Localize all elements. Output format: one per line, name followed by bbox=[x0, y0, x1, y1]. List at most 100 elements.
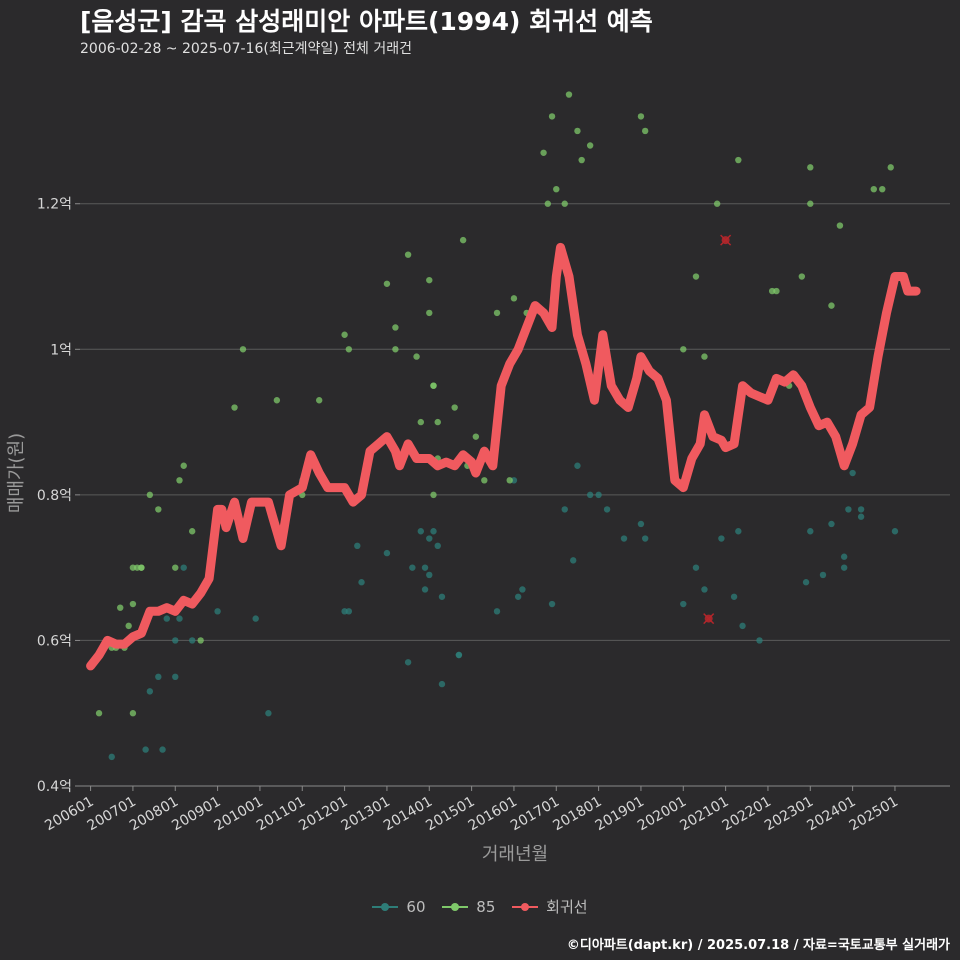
point-85[interactable] bbox=[155, 506, 162, 513]
point-60[interactable] bbox=[730, 593, 738, 600]
point-85[interactable] bbox=[548, 113, 556, 120]
point-85[interactable] bbox=[807, 164, 814, 171]
point-85[interactable] bbox=[188, 528, 196, 535]
point-85[interactable] bbox=[146, 491, 154, 499]
point-60[interactable] bbox=[188, 637, 196, 644]
point-60[interactable] bbox=[845, 506, 852, 513]
point-60[interactable] bbox=[358, 579, 365, 586]
point-60[interactable] bbox=[570, 557, 577, 564]
point-85[interactable] bbox=[176, 477, 183, 484]
point-60[interactable] bbox=[421, 586, 429, 593]
point-85[interactable] bbox=[426, 276, 433, 284]
point-60[interactable] bbox=[739, 622, 746, 630]
point-60[interactable] bbox=[438, 680, 446, 688]
point-60[interactable] bbox=[214, 608, 221, 615]
point-85[interactable] bbox=[870, 185, 877, 193]
point-85[interactable] bbox=[95, 710, 103, 717]
point-85[interactable] bbox=[735, 156, 742, 164]
point-60[interactable] bbox=[620, 535, 628, 542]
point-60[interactable] bbox=[409, 564, 416, 571]
point-85[interactable] bbox=[544, 200, 552, 207]
point-60[interactable] bbox=[172, 637, 179, 644]
point-85[interactable] bbox=[828, 302, 835, 309]
point-85[interactable] bbox=[553, 185, 560, 193]
point-60[interactable] bbox=[857, 506, 865, 513]
point-60[interactable] bbox=[493, 608, 501, 615]
point-60[interactable] bbox=[548, 600, 556, 608]
point-85[interactable] bbox=[701, 353, 708, 360]
point-60[interactable] bbox=[692, 564, 700, 571]
point-85[interactable] bbox=[231, 404, 238, 411]
point-85[interactable] bbox=[451, 404, 458, 411]
point-60[interactable] bbox=[514, 593, 522, 600]
point-85[interactable] bbox=[459, 236, 467, 244]
point-85[interactable] bbox=[341, 331, 348, 338]
point-60[interactable] bbox=[586, 491, 594, 499]
point-60[interactable] bbox=[840, 553, 848, 560]
point-60[interactable] bbox=[574, 462, 581, 469]
point-85[interactable] bbox=[345, 346, 353, 353]
point-60[interactable] bbox=[561, 506, 568, 513]
point-60[interactable] bbox=[637, 520, 645, 528]
point-60[interactable] bbox=[680, 600, 687, 608]
point-85[interactable] bbox=[637, 113, 645, 120]
point-60[interactable] bbox=[354, 542, 361, 550]
point-60[interactable] bbox=[142, 746, 149, 753]
point-60[interactable] bbox=[807, 528, 814, 535]
legend-item-60[interactable]: 60 bbox=[372, 898, 426, 916]
point-60[interactable] bbox=[155, 673, 162, 681]
point-85[interactable] bbox=[404, 251, 412, 258]
point-85[interactable] bbox=[692, 273, 700, 280]
point-85[interactable] bbox=[392, 324, 399, 331]
point-60[interactable] bbox=[595, 491, 602, 499]
point-85[interactable] bbox=[172, 564, 179, 571]
point-85[interactable] bbox=[586, 142, 594, 149]
point-60[interactable] bbox=[176, 615, 183, 622]
outlier-point[interactable] bbox=[703, 613, 715, 625]
point-85[interactable] bbox=[129, 600, 137, 608]
point-60[interactable] bbox=[819, 571, 827, 579]
point-85[interactable] bbox=[641, 127, 649, 135]
point-85[interactable] bbox=[430, 382, 437, 389]
point-85[interactable] bbox=[383, 280, 391, 287]
point-85[interactable] bbox=[417, 418, 425, 426]
point-85[interactable] bbox=[413, 353, 420, 360]
point-85[interactable] bbox=[426, 309, 433, 317]
point-60[interactable] bbox=[108, 753, 115, 761]
point-85[interactable] bbox=[430, 491, 437, 499]
point-60[interactable] bbox=[603, 506, 611, 513]
point-85[interactable] bbox=[773, 287, 780, 295]
point-85[interactable] bbox=[798, 273, 806, 280]
point-60[interactable] bbox=[252, 615, 259, 622]
point-85[interactable] bbox=[434, 418, 441, 426]
point-85[interactable] bbox=[493, 309, 501, 317]
point-85[interactable] bbox=[540, 149, 547, 156]
point-85[interactable] bbox=[879, 185, 886, 193]
point-85[interactable] bbox=[315, 397, 323, 404]
point-60[interactable] bbox=[345, 608, 353, 615]
point-60[interactable] bbox=[735, 528, 742, 535]
point-60[interactable] bbox=[756, 637, 763, 644]
point-85[interactable] bbox=[887, 164, 894, 171]
legend-item-85[interactable]: 85 bbox=[442, 898, 495, 916]
point-60[interactable] bbox=[641, 535, 649, 542]
point-85[interactable] bbox=[472, 433, 480, 440]
outlier-point[interactable] bbox=[720, 234, 732, 246]
point-85[interactable] bbox=[510, 295, 518, 302]
point-85[interactable] bbox=[574, 127, 581, 135]
point-85[interactable] bbox=[392, 346, 399, 353]
point-85[interactable] bbox=[239, 346, 247, 353]
point-60[interactable] bbox=[417, 528, 425, 535]
point-85[interactable] bbox=[125, 622, 132, 630]
point-60[interactable] bbox=[891, 528, 899, 535]
point-85[interactable] bbox=[180, 462, 187, 469]
point-60[interactable] bbox=[455, 651, 463, 659]
point-60[interactable] bbox=[434, 542, 441, 550]
point-85[interactable] bbox=[197, 637, 204, 644]
point-60[interactable] bbox=[404, 659, 412, 666]
point-85[interactable] bbox=[713, 200, 721, 207]
point-60[interactable] bbox=[163, 615, 170, 622]
point-85[interactable] bbox=[129, 710, 137, 717]
point-60[interactable] bbox=[701, 586, 708, 593]
point-85[interactable] bbox=[273, 397, 281, 404]
